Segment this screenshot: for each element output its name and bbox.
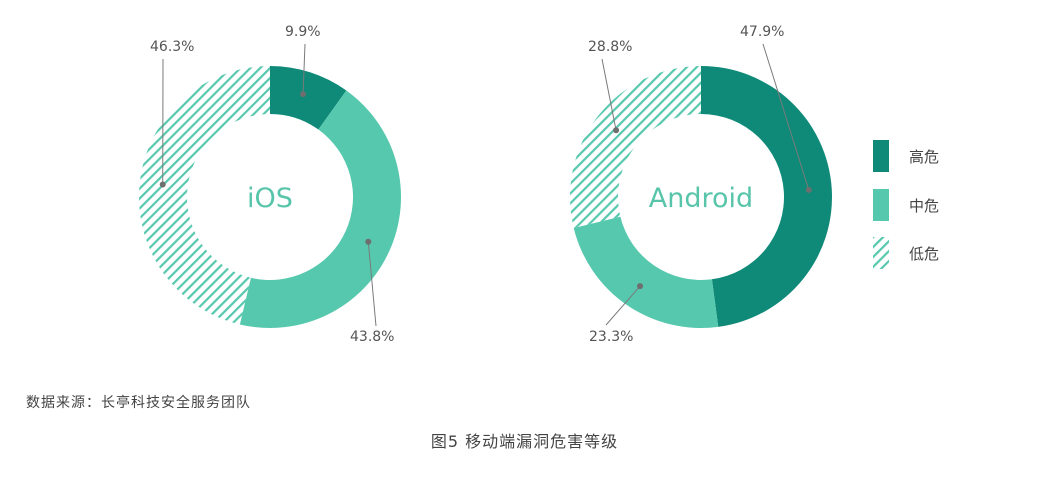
android-slice-high	[701, 66, 832, 327]
android-slice-medium	[573, 216, 719, 328]
legend-label-high: 高危	[909, 148, 939, 166]
android-dot-medium	[637, 283, 644, 290]
legend-label-medium: 中危	[909, 197, 939, 215]
android-label-high: 47.9%	[740, 24, 784, 40]
android-leader-medium	[605, 285, 641, 326]
legend-label-low: 低危	[909, 245, 939, 263]
ios-dot-medium	[365, 238, 372, 245]
ios-label-high: 9.9%	[285, 24, 321, 40]
android-label-medium: 23.3%	[589, 329, 633, 345]
android-leader-high	[762, 43, 810, 191]
ios-dot-high	[300, 91, 307, 98]
legend-swatch-high	[873, 140, 889, 172]
data-source-note: 数据来源：长亭科技安全服务团队	[26, 395, 251, 411]
android-label-low: 28.8%	[588, 39, 632, 55]
ios-center-label: iOS	[247, 183, 293, 214]
android-dot-low	[613, 127, 620, 134]
ios-leader-medium	[367, 241, 377, 327]
ios-label-medium: 43.8%	[350, 329, 394, 345]
android-center-label: Android	[649, 183, 753, 214]
android-dot-high	[805, 186, 812, 193]
legend-swatch-low	[873, 237, 889, 269]
ios-label-low: 46.3%	[150, 39, 194, 55]
legend: 高危 中危 低危	[873, 140, 939, 269]
android-slice-low	[570, 66, 701, 228]
figure-caption: 图5 移动端漏洞危害等级	[430, 432, 619, 451]
android-donut: 47.9% 23.3% 28.8% Android	[570, 24, 832, 345]
legend-swatch-medium	[873, 189, 889, 221]
android-leader-low	[601, 58, 617, 131]
ios-slice-low	[139, 66, 270, 325]
ios-dot-low	[159, 181, 166, 188]
ios-slice-medium	[239, 90, 401, 328]
ios-slice-high	[270, 66, 347, 130]
ios-leader-high	[302, 43, 306, 95]
ios-donut: 9.9% 43.8% 46.3% iOS	[139, 24, 401, 345]
